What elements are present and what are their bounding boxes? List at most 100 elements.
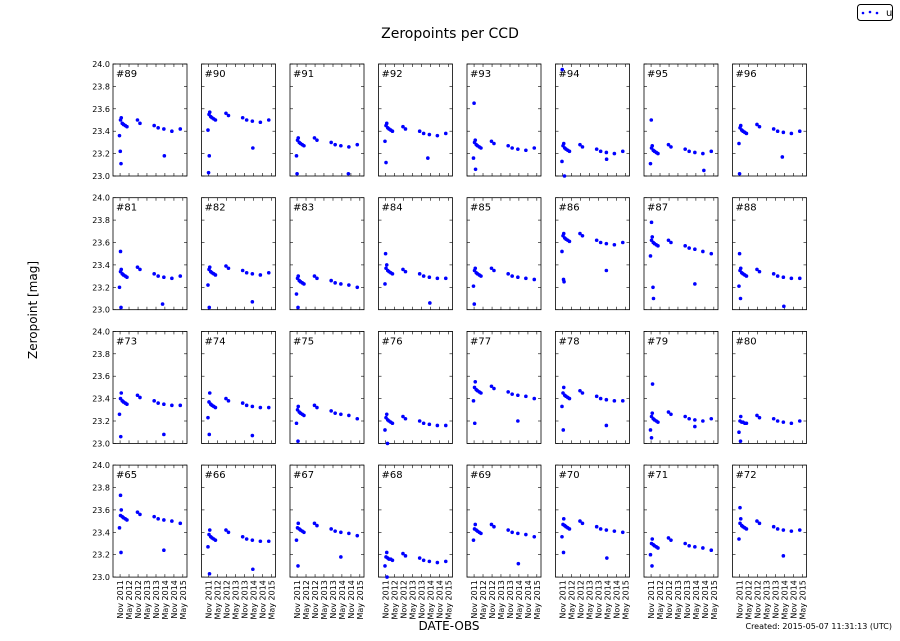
- ccd-panel-87: #87: [643, 197, 719, 311]
- data-point: [138, 512, 142, 517]
- data-point: [250, 538, 255, 542]
- y-tick-label: 23.6: [92, 506, 110, 515]
- data-point: [401, 124, 405, 129]
- y-tick-label: 23.8: [92, 82, 110, 91]
- data-point: [473, 522, 478, 527]
- x-tick-label: May 2014: [426, 580, 435, 619]
- data-point: [755, 267, 759, 272]
- data-point-outlier: [428, 301, 432, 305]
- x-tick-label: May 2012: [302, 580, 311, 619]
- x-tick-label: Nov 2014: [435, 580, 444, 619]
- y-tick-label: 23.4: [92, 261, 110, 270]
- data-point: [594, 238, 599, 243]
- x-tick-label: May 2015: [444, 580, 453, 619]
- x-tick-label: Nov 2011: [736, 580, 745, 619]
- data-point: [294, 421, 299, 426]
- panel-frame: [201, 464, 276, 578]
- data-point: [417, 272, 422, 276]
- x-tick-label: May 2015: [533, 580, 542, 619]
- x-tick-label: May 2013: [674, 580, 683, 619]
- x-tick-label: Nov 2013: [240, 580, 249, 619]
- data-point: [516, 147, 520, 151]
- x-tick-label: Nov 2013: [152, 580, 161, 619]
- data-point: [355, 533, 360, 538]
- data-point: [737, 430, 741, 435]
- data-point-outlier: [118, 249, 123, 254]
- data-point: [473, 380, 478, 384]
- data-point: [598, 527, 603, 531]
- panel-frame: [643, 464, 719, 578]
- data-point: [401, 551, 405, 556]
- data-point: [226, 266, 231, 271]
- data-point: [471, 156, 476, 160]
- x-axis-label: DATE-OBS: [419, 619, 480, 633]
- data-point-outlier: [339, 555, 343, 559]
- data-point: [206, 128, 210, 132]
- data-point-outlier: [207, 432, 212, 437]
- panel-label: #66: [205, 470, 226, 481]
- data-point-outlier: [604, 157, 609, 161]
- data-point: [755, 413, 759, 418]
- data-point: [744, 527, 749, 531]
- data-point: [489, 522, 494, 527]
- data-point: [775, 274, 780, 278]
- x-tick-label: May 2013: [585, 580, 594, 619]
- data-point: [312, 403, 317, 408]
- data-point: [604, 241, 609, 246]
- data-point: [390, 421, 395, 426]
- data-point: [781, 528, 786, 532]
- x-tick-label: May 2014: [780, 580, 789, 619]
- data-point: [240, 401, 245, 405]
- panel-label: #73: [116, 336, 137, 347]
- data-point: [302, 530, 306, 535]
- x-tick-label: May 2012: [745, 580, 754, 619]
- data-point-outlier: [119, 550, 123, 555]
- data-point: [567, 527, 572, 531]
- data-point: [578, 388, 582, 393]
- data-point: [312, 521, 317, 526]
- data-point: [612, 242, 617, 247]
- ccd-panel-89: 23.0 23.2 23.4 23.6 23.8 24.0 #89: [92, 60, 188, 181]
- data-point: [516, 531, 520, 536]
- data-point: [421, 131, 426, 136]
- data-point: [294, 538, 299, 542]
- data-point: [417, 556, 422, 560]
- data-point: [580, 233, 585, 238]
- data-point: [207, 391, 212, 395]
- x-tick-label: May 2012: [214, 580, 223, 619]
- panel-frame: [112, 464, 188, 578]
- ccd-panel-81: 23.0 23.2 23.4 23.6 23.8 24.0 #81: [92, 194, 188, 315]
- data-point-outlier: [207, 571, 212, 576]
- data-point: [162, 275, 166, 280]
- data-point: [333, 529, 337, 533]
- data-point: [135, 510, 140, 514]
- panel-frame: [466, 464, 542, 578]
- data-point: [266, 405, 271, 410]
- data-point: [532, 277, 537, 282]
- data-point: [178, 521, 183, 526]
- data-point: [125, 402, 129, 407]
- data-point-outlier: [162, 154, 167, 158]
- data-point: [329, 278, 333, 283]
- ccd-panel-86: #86: [555, 197, 630, 311]
- data-point-outlier: [162, 432, 166, 437]
- data-point: [479, 274, 483, 278]
- data-point: [347, 283, 351, 287]
- x-tick-label: Nov 2011: [647, 580, 656, 619]
- data-point: [492, 386, 496, 391]
- data-point-outlier: [561, 550, 566, 555]
- x-tick-label: Nov 2013: [506, 580, 515, 619]
- data-point: [771, 416, 776, 421]
- data-point: [648, 161, 653, 166]
- data-point: [669, 538, 673, 542]
- data-point: [178, 274, 183, 278]
- x-tick-label: May 2013: [408, 580, 417, 619]
- data-point: [510, 274, 514, 278]
- data-point: [435, 423, 440, 428]
- data-point: [152, 399, 156, 403]
- data-point: [213, 405, 218, 410]
- y-axis-label: Zeropoint [mag]: [26, 261, 40, 359]
- panel-label: #80: [736, 336, 757, 347]
- data-point: [138, 395, 142, 400]
- panel-label: #85: [470, 203, 491, 214]
